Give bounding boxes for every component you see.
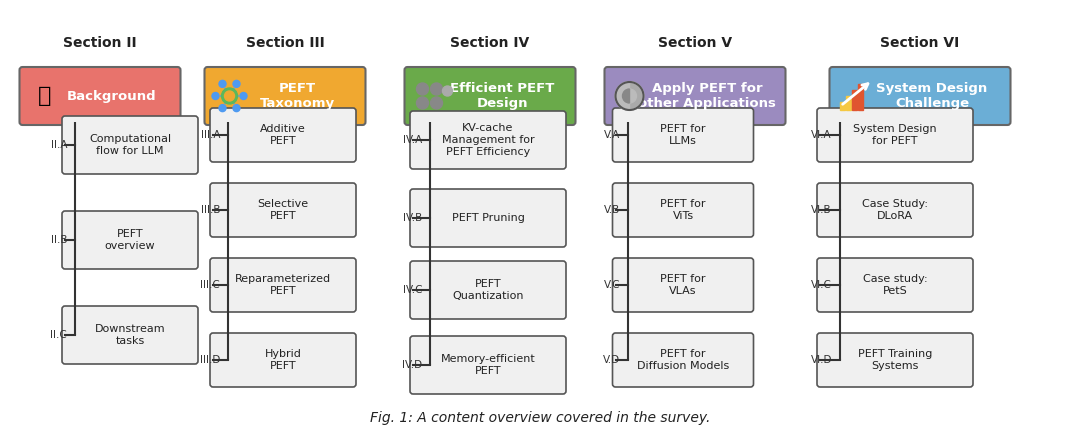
Text: PEFT for
ViTs: PEFT for ViTs (660, 199, 705, 221)
FancyBboxPatch shape (62, 211, 198, 269)
Text: V.D: V.D (603, 355, 620, 365)
Circle shape (225, 91, 234, 101)
FancyBboxPatch shape (612, 258, 754, 312)
FancyBboxPatch shape (210, 108, 356, 162)
Text: PEFT for
VLAs: PEFT for VLAs (660, 274, 705, 296)
Text: PEFT Training
Systems: PEFT Training Systems (858, 349, 932, 371)
Text: III.D: III.D (200, 355, 220, 365)
Circle shape (233, 81, 240, 88)
FancyBboxPatch shape (612, 333, 754, 387)
Text: VI.B: VI.B (811, 205, 832, 215)
Text: IV.D: IV.D (402, 360, 422, 370)
Text: Additive
PEFT: Additive PEFT (260, 124, 306, 146)
FancyBboxPatch shape (410, 261, 566, 319)
Circle shape (616, 82, 644, 110)
Text: Apply PEFT for
other Applications: Apply PEFT for other Applications (638, 82, 775, 110)
Circle shape (431, 97, 443, 109)
Circle shape (219, 81, 226, 88)
FancyBboxPatch shape (410, 111, 566, 169)
Circle shape (221, 88, 238, 104)
Circle shape (240, 92, 247, 99)
Text: Reparameterized
PEFT: Reparameterized PEFT (235, 274, 332, 296)
Text: Selective
PEFT: Selective PEFT (257, 199, 309, 221)
Circle shape (212, 92, 219, 99)
FancyBboxPatch shape (816, 108, 973, 162)
Text: VI.C: VI.C (811, 280, 832, 290)
Text: KV-cache
Management for
PEFT Efficiency: KV-cache Management for PEFT Efficiency (442, 123, 535, 157)
Bar (852, 90, 858, 110)
FancyBboxPatch shape (612, 108, 754, 162)
FancyBboxPatch shape (204, 67, 365, 125)
FancyBboxPatch shape (612, 183, 754, 237)
Text: Section III: Section III (245, 36, 324, 50)
Text: III.B: III.B (201, 205, 220, 215)
Text: II.C: II.C (51, 330, 67, 340)
Text: Memory-efficient
PEFT: Memory-efficient PEFT (441, 354, 536, 376)
Circle shape (233, 105, 240, 112)
Text: V.A: V.A (604, 130, 620, 140)
Text: IV.C: IV.C (403, 285, 422, 295)
Text: II.B: II.B (51, 235, 67, 245)
Text: PEFT for
LLMs: PEFT for LLMs (660, 124, 705, 146)
Text: Section II: Section II (64, 36, 137, 50)
FancyBboxPatch shape (210, 183, 356, 237)
FancyBboxPatch shape (816, 183, 973, 237)
Text: Section V: Section V (658, 36, 732, 50)
FancyBboxPatch shape (605, 67, 785, 125)
FancyBboxPatch shape (62, 306, 198, 364)
Circle shape (219, 105, 226, 112)
FancyBboxPatch shape (410, 189, 566, 247)
Text: V.B: V.B (604, 205, 620, 215)
FancyBboxPatch shape (210, 333, 356, 387)
Text: II.A: II.A (51, 140, 67, 150)
FancyBboxPatch shape (19, 67, 180, 125)
Text: PEFT for
Diffusion Models: PEFT for Diffusion Models (637, 349, 729, 371)
Text: V.C: V.C (604, 280, 620, 290)
Text: Hybrid
PEFT: Hybrid PEFT (265, 349, 301, 371)
FancyBboxPatch shape (410, 336, 566, 394)
FancyBboxPatch shape (210, 258, 356, 312)
Text: Section IV: Section IV (450, 36, 529, 50)
Text: System Design
Challenge: System Design Challenge (876, 82, 987, 110)
Circle shape (417, 97, 429, 109)
Text: Section VI: Section VI (880, 36, 960, 50)
Text: PEFT
Quantization: PEFT Quantization (453, 279, 524, 301)
Text: Fig. 1: A content overview covered in the survey.: Fig. 1: A content overview covered in th… (369, 411, 711, 425)
Wedge shape (630, 89, 636, 103)
Text: PEFT Pruning: PEFT Pruning (451, 213, 525, 223)
Text: VI.D: VI.D (810, 355, 832, 365)
FancyBboxPatch shape (405, 67, 576, 125)
FancyBboxPatch shape (816, 333, 973, 387)
Text: Computational
flow for LLM: Computational flow for LLM (89, 134, 171, 156)
Text: PEFT
Taxonomy: PEFT Taxonomy (259, 82, 335, 110)
FancyBboxPatch shape (829, 67, 1011, 125)
Bar (840, 102, 845, 110)
Text: VI.A: VI.A (811, 130, 832, 140)
Text: PEFT
overview: PEFT overview (105, 229, 156, 251)
Bar (858, 84, 863, 110)
Text: IV.B: IV.B (403, 213, 422, 223)
Text: 📚: 📚 (38, 86, 51, 106)
Text: Case study:
PetS: Case study: PetS (863, 274, 928, 296)
Text: IV.A: IV.A (403, 135, 422, 145)
Circle shape (431, 83, 443, 95)
Bar (846, 96, 851, 110)
Wedge shape (616, 82, 630, 110)
FancyBboxPatch shape (62, 116, 198, 174)
Text: System Design
for PEFT: System Design for PEFT (853, 124, 936, 146)
Text: III.A: III.A (201, 130, 220, 140)
Text: Background: Background (67, 89, 157, 103)
Circle shape (443, 86, 453, 96)
Circle shape (417, 83, 429, 95)
Text: III.C: III.C (200, 280, 220, 290)
FancyBboxPatch shape (816, 258, 973, 312)
Wedge shape (622, 89, 630, 103)
Text: Case Study:
DLoRA: Case Study: DLoRA (862, 199, 928, 221)
Text: Efficient PEFT
Design: Efficient PEFT Design (449, 82, 554, 110)
Text: Downstream
tasks: Downstream tasks (95, 324, 165, 346)
